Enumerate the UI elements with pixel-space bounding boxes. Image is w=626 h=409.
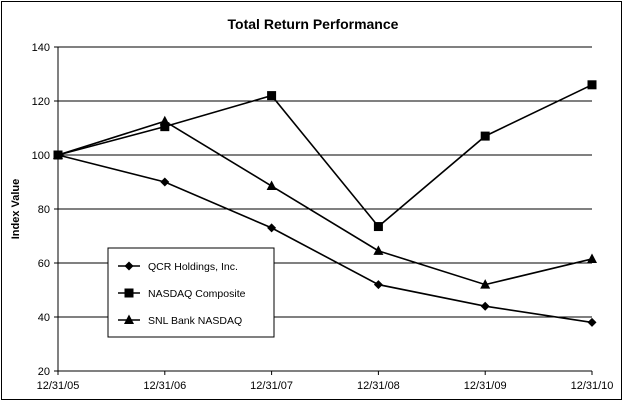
series-2	[53, 115, 597, 289]
x-tick-label-2: 12/31/07	[250, 380, 293, 392]
series-1-point-5	[587, 80, 597, 90]
series-2-point-0	[53, 149, 63, 159]
legend: QCR Holdings, Inc. NASDAQ Composite SNL Ba…	[107, 247, 275, 338]
y-tick-label-100: 100	[32, 150, 50, 162]
series-2-point-5	[587, 253, 597, 263]
series-0-point-5	[587, 317, 597, 327]
y-tick-label-40: 40	[38, 312, 50, 324]
legend-marker-0	[124, 261, 134, 271]
series-0-point-2	[267, 223, 277, 233]
series-2-point-4	[480, 279, 491, 289]
y-tick-label-20: 20	[38, 366, 50, 378]
x-tick-label-3: 12/31/08	[357, 380, 400, 392]
chart-frame	[1, 1, 622, 400]
series-lines	[53, 80, 597, 327]
tick-labels: 20 40 60 80 100 120 140 12/31/05 12/31/06 12/31/0…	[32, 42, 614, 392]
y-axis-label: Index Value	[10, 179, 22, 240]
x-tick-label-0: 12/31/05	[37, 380, 80, 392]
legend-label-1: NASDAQ Composite	[148, 288, 246, 300]
series-line-1	[57, 84, 593, 228]
series-line-0	[57, 154, 593, 324]
legend-label-0: QCR Holdings, Inc.	[148, 261, 238, 273]
series-2-point-1	[159, 115, 170, 126]
x-tick-label-5: 12/31/10	[571, 380, 614, 392]
series-1-point-3	[373, 222, 383, 232]
legend-label-2: SNL Bank NASDAQ	[148, 315, 242, 327]
y-tick-label-140: 140	[32, 42, 50, 54]
legend-marker-1	[124, 288, 134, 298]
x-tick-label-1: 12/31/06	[143, 380, 186, 392]
series-2-point-3	[373, 245, 384, 255]
y-tick-label-80: 80	[38, 204, 50, 216]
series-0-point-4	[480, 301, 490, 311]
axes	[54, 46, 593, 375]
series-0-point-1	[160, 177, 170, 187]
series-line-2	[57, 120, 593, 286]
series-0-point-3	[373, 280, 383, 290]
chart-title: Total Return Performance	[228, 16, 399, 32]
x-tick-label-4: 12/31/09	[464, 380, 507, 392]
y-tick-label-60: 60	[38, 258, 50, 270]
y-tick-label-120: 120	[32, 96, 50, 108]
series-1-point-2	[267, 91, 277, 101]
series-1-point-1	[160, 122, 170, 132]
series-1-point-4	[480, 131, 490, 141]
legend-marker-2	[124, 314, 134, 324]
series-2-point-2	[266, 180, 277, 191]
